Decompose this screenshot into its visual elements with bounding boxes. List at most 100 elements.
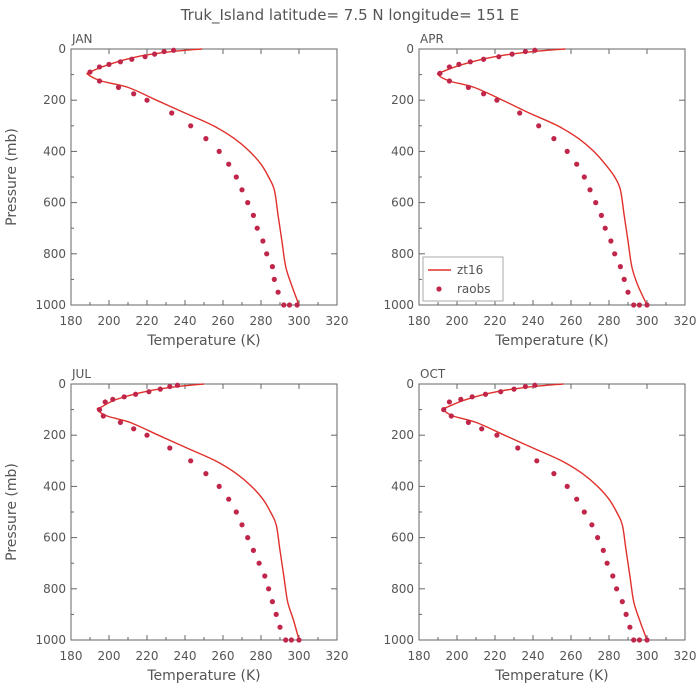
data-point-raobs [233,174,239,180]
data-point-raobs [602,225,608,231]
x-tick-label: 300 [636,649,659,663]
data-point-raobs [498,389,504,395]
x-tick-label: 200 [98,314,121,328]
data-point-raobs [614,586,620,592]
data-point-raobs [496,54,502,60]
data-point-raobs [133,391,139,397]
data-point-raobs [446,399,452,405]
data-point-raobs [610,573,616,579]
legend: zt16 raobs [422,256,504,302]
x-tick-label: 300 [288,649,311,663]
data-point-raobs [157,386,163,392]
panel-apr: 180 200 220 240 260 280 300 320 0 200 400 600 800 100… [383,32,696,349]
data-point-raobs [465,419,471,425]
data-point-raobs [96,64,103,70]
data-point-raobs [467,59,473,65]
figure-title: Truk_Island latitude= 7.5 N longitude= 1… [180,6,520,25]
data-point-raobs [619,599,625,605]
data-point-raobs [161,48,167,55]
data-point-raobs [216,148,222,154]
y-tick-label: 600 [43,531,66,545]
x-axis-label: Temperature (K) [494,668,608,684]
data-point-raobs [142,54,148,60]
y-tick-label: 200 [43,428,66,442]
x-tick-label: 240 [174,314,197,328]
data-point-raobs [100,413,106,419]
x-tick-label: 260 [560,649,583,663]
data-point-raobs [245,200,251,206]
data-point-raobs [264,251,270,257]
data-point-raobs [564,148,570,154]
data-point-raobs [239,187,245,193]
y-tick-label: 400 [43,479,66,493]
data-point-raobs [625,289,631,295]
data-point-raobs [522,48,529,55]
data-point-raobs [623,611,629,618]
y-tick-label: 200 [43,93,66,107]
y-tick-label: 800 [43,582,66,596]
data-point-raobs [534,458,540,464]
data-point-raobs [551,136,557,142]
x-tick-label: 200 [446,314,469,328]
panel-label: APR [420,32,444,46]
x-tick-label: 220 [136,314,159,328]
data-point-raobs [288,637,294,643]
x-tick-label: 300 [636,314,659,328]
data-point-raobs [494,432,500,438]
data-point-raobs [167,383,173,390]
data-point-raobs [469,394,475,400]
data-point-raobs [245,535,251,541]
data-point-raobs [511,386,517,392]
data-point-raobs [604,560,610,566]
data-point-raobs [482,391,489,397]
x-tick-label: 260 [212,649,235,663]
data-point-raobs [437,70,443,76]
data-point-raobs [593,200,599,206]
data-point-raobs [631,637,637,643]
data-point-raobs [441,407,447,413]
y-tick-label: 600 [43,196,66,210]
data-point-raobs [644,302,650,308]
data-point-raobs [273,611,279,618]
data-point-raobs [456,61,462,67]
y-tick-label: 800 [391,582,414,596]
data-point-raobs [250,547,256,554]
data-point-raobs [294,302,300,308]
y-tick-label: 200 [391,428,414,442]
y-axis-label: Pressure (mb) [4,463,20,561]
x-axis-label: Temperature (K) [494,333,608,349]
legend-label: raobs [457,282,491,296]
x-tick-label: 300 [288,314,311,328]
data-point-raobs [167,445,173,451]
y-tick-label: 400 [391,479,414,493]
x-tick-label: 220 [484,649,507,663]
y-tick-label: 0 [406,377,414,391]
data-point-raobs [239,522,245,528]
data-point-raobs [254,225,260,231]
data-point-raobs [121,394,127,400]
x-tick-label: 200 [446,649,469,663]
x-axis-label: Temperature (K) [146,668,260,684]
data-point-raobs [446,78,452,84]
plot-frame [70,383,338,641]
data-point-raobs [271,276,277,282]
data-point-raobs [465,84,471,90]
x-tick-label: 320 [674,314,697,328]
data-point-raobs [532,47,538,53]
data-point-raobs [608,238,614,244]
x-tick-label: 220 [484,314,507,328]
series-line-zt16 [442,383,648,641]
y-tick-label: 600 [391,196,414,210]
x-tick-label: 260 [560,314,583,328]
x-tick-label: 240 [522,314,545,328]
data-point-raobs [203,471,209,477]
data-point-raobs [589,522,595,528]
data-point-raobs [260,238,266,244]
data-point-raobs [115,84,122,90]
data-point-raobs [102,399,108,405]
panels-container: 180 200 220 240 260 280 300 320 0 200 400 600 800 100… [4,32,696,684]
data-point-raobs [226,496,232,502]
data-point-raobs [152,51,158,57]
data-point-raobs [144,432,150,438]
data-point-raobs [146,389,152,395]
